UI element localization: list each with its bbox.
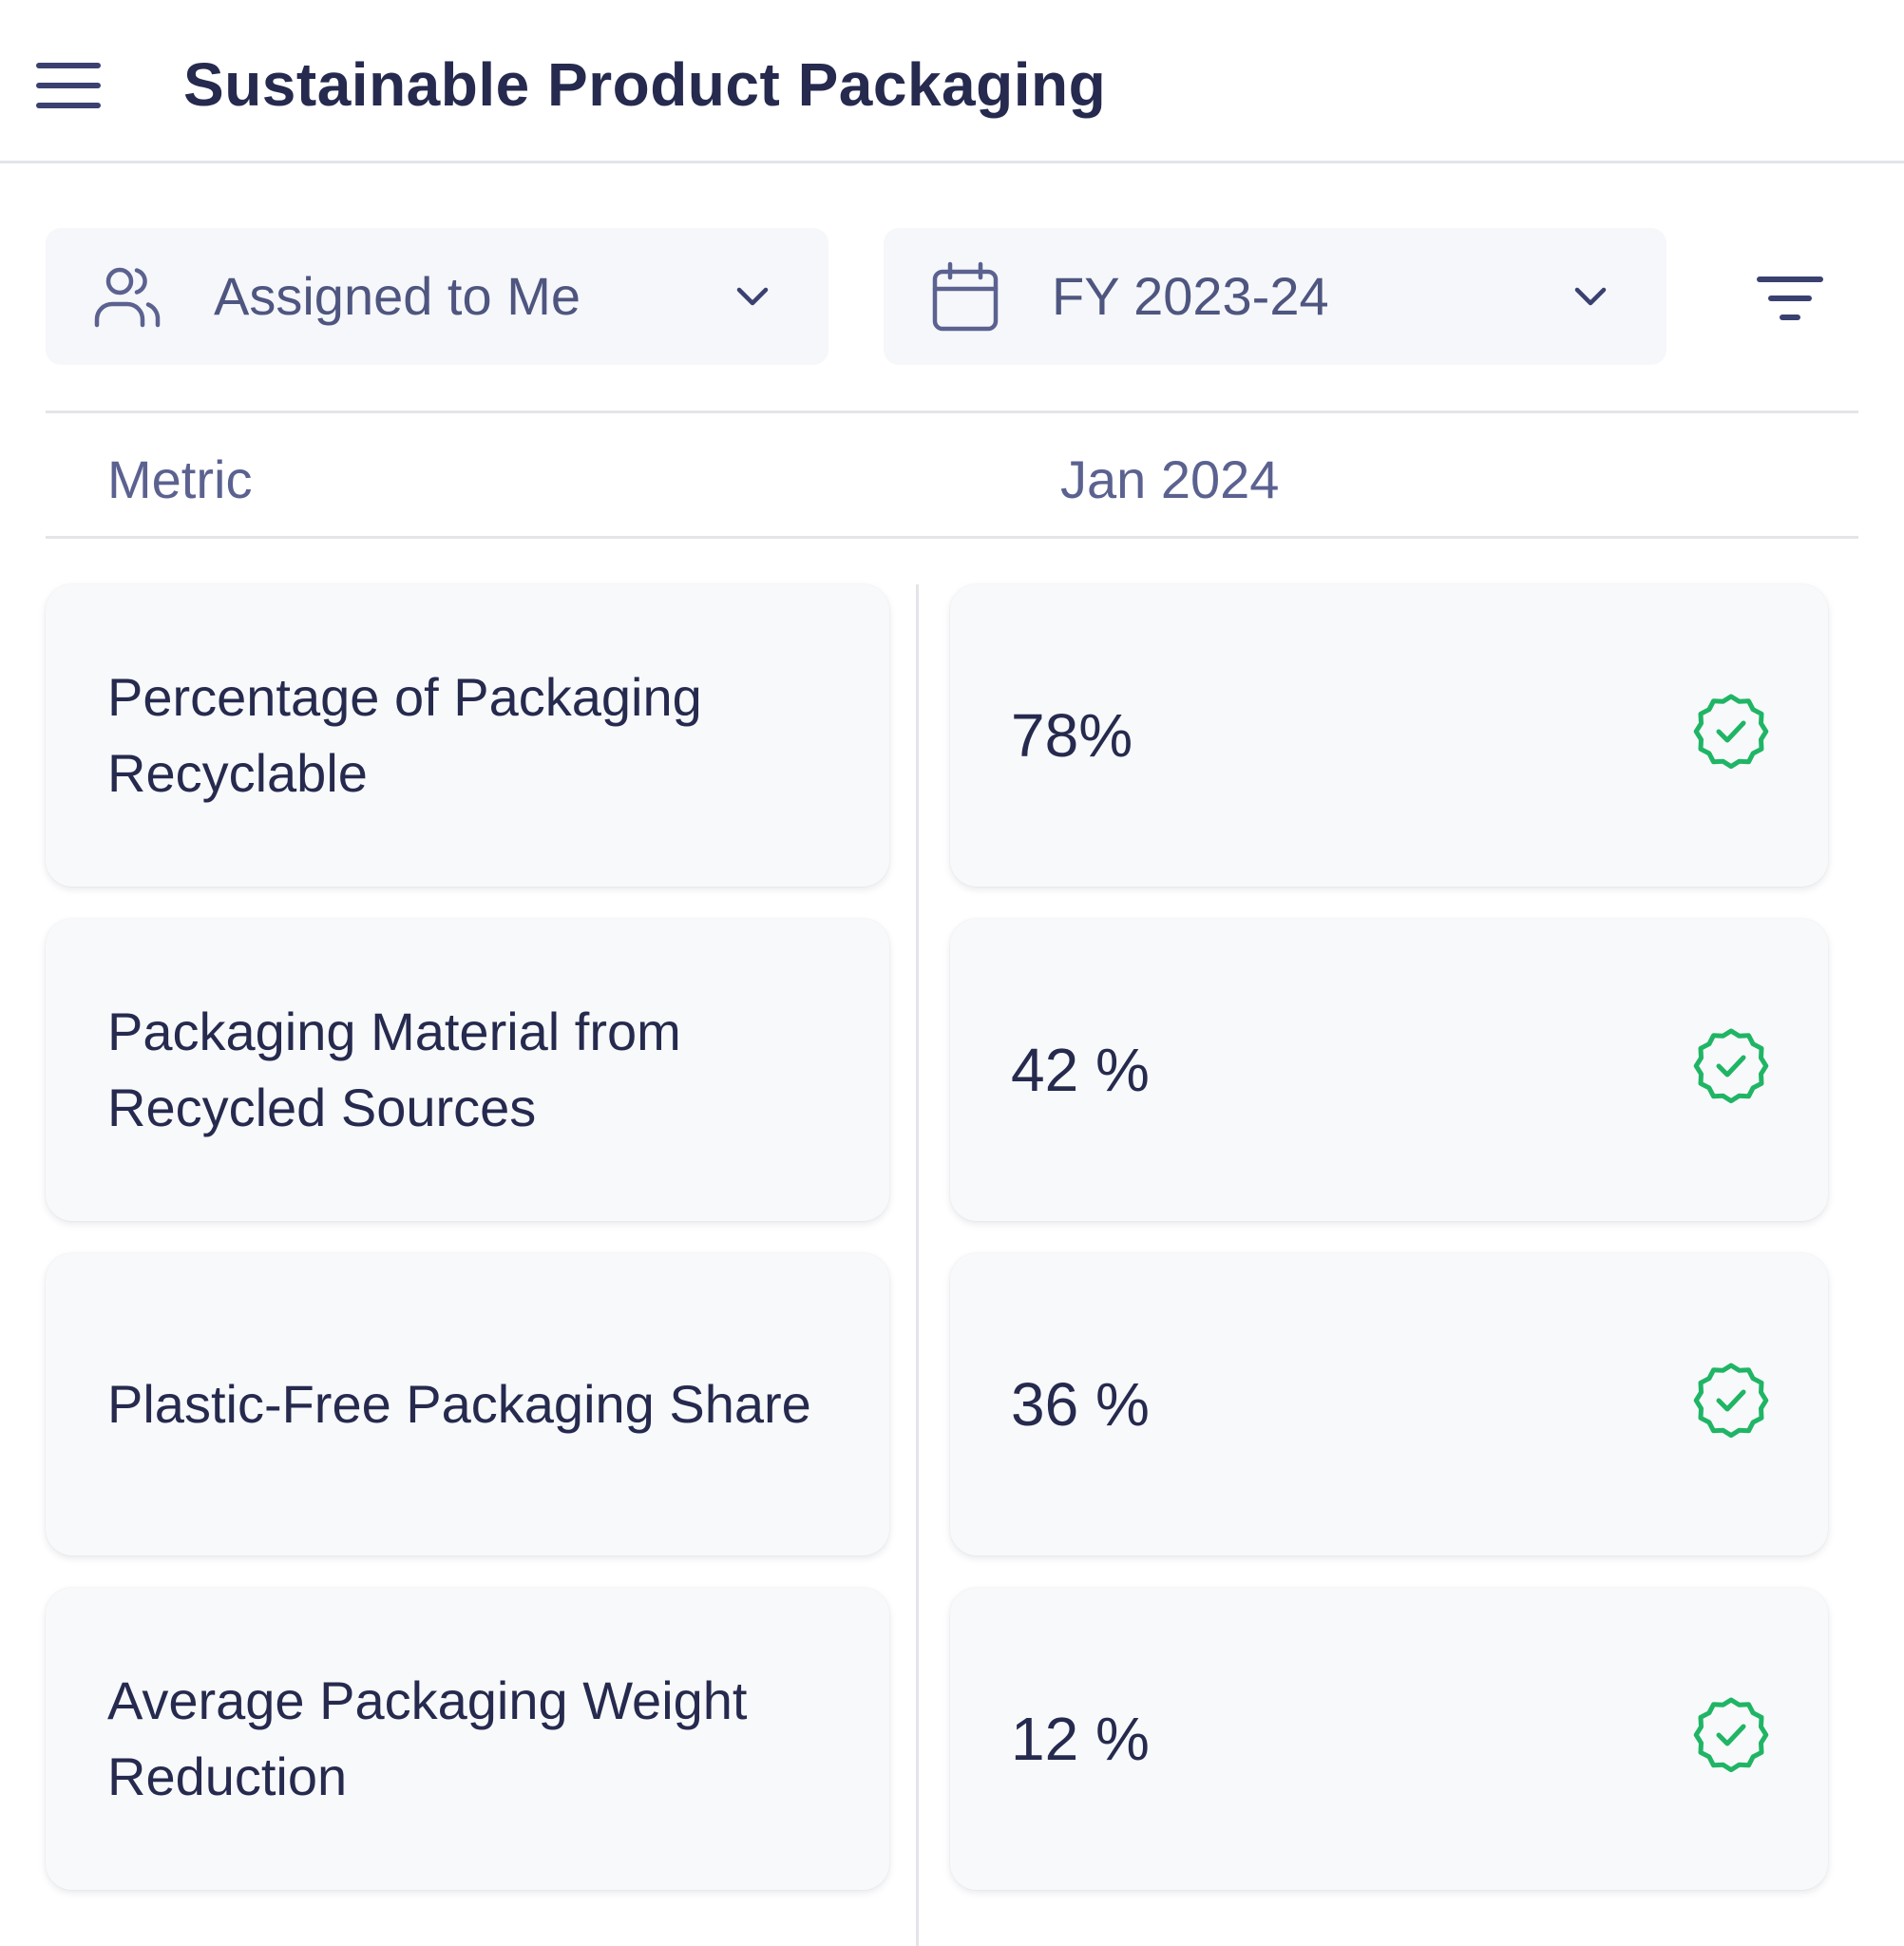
assignee-label: Assigned to Me [214,266,581,326]
metric-card: Packaging Material from Recycled Sources [46,919,889,1221]
value-card[interactable]: 42 % [950,919,1828,1221]
metric-name: Packaging Material from Recycled Sources [107,1002,681,1137]
chevron-down-icon [736,287,769,306]
filter-button[interactable] [1746,255,1834,342]
metric-value: 78% [1011,701,1133,770]
value-card[interactable]: 78% [950,584,1828,887]
metric-card: Average Packaging Weight Reduction [46,1588,889,1890]
verified-check-icon [1693,694,1769,770]
chevron-down-icon [1574,287,1607,306]
metric-column-header: Metric [107,449,253,509]
metric-value: 12 % [1011,1705,1150,1773]
app-header: Sustainable Product Packaging [0,0,1904,163]
metric-name: Percentage of Packaging Recyclable [107,667,702,803]
users-icon [94,267,161,328]
table-header: Metric Jan 2024 [46,410,1858,539]
verified-check-icon [1693,1028,1769,1104]
page-title: Sustainable Product Packaging [183,50,1107,119]
verified-check-icon [1693,1697,1769,1773]
period-dropdown[interactable]: FY 2023-24 [884,228,1666,365]
metric-value: 36 % [1011,1370,1150,1439]
assignee-dropdown[interactable]: Assigned to Me [46,228,828,365]
column-divider [916,584,919,1946]
menu-button[interactable] [27,48,110,124]
month-column-header: Jan 2024 [1060,449,1280,509]
metric-card: Percentage of Packaging Recyclable [46,584,889,887]
value-card[interactable]: 36 % [950,1253,1828,1555]
filter-lines-icon [1757,277,1823,320]
metric-value: 42 % [1011,1036,1150,1104]
metric-name: Average Packaging Weight Reduction [107,1670,748,1806]
metric-name: Plastic-Free Packaging Share [107,1374,811,1434]
value-card[interactable]: 12 % [950,1588,1828,1890]
verified-check-icon [1693,1363,1769,1439]
calendar-icon [932,261,999,332]
metric-card: Plastic-Free Packaging Share [46,1253,889,1555]
period-label: FY 2023-24 [1052,266,1329,326]
hamburger-menu-icon [36,63,101,108]
